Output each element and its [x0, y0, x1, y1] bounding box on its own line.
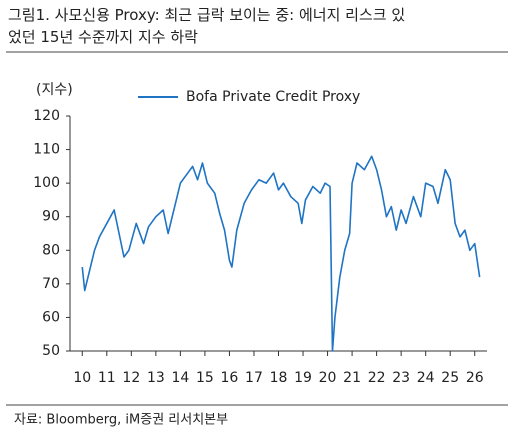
x-tick-label: 22: [368, 370, 386, 386]
y-tick-label: 70: [42, 276, 60, 292]
y-tick-label: 50: [42, 343, 60, 359]
y-tick-label: 60: [42, 309, 60, 325]
x-tick-label: 11: [98, 370, 116, 386]
x-tick-label: 15: [196, 370, 214, 386]
line: [81, 155, 481, 352]
y-tick-label: 90: [42, 209, 60, 225]
y-tick-label: 120: [33, 108, 60, 124]
y-tick-label: 110: [33, 142, 60, 158]
x-tick-label: 21: [343, 370, 361, 386]
x-tick-label: 19: [294, 370, 312, 386]
x-tick-label: 26: [466, 370, 484, 386]
source: 자료: Bloomberg, iM증권 리서치본부: [14, 413, 228, 428]
x-tick-label: 10: [73, 370, 91, 386]
y-tick-label: 80: [42, 242, 60, 258]
chart-title: 그림1. 사모신용 Proxy: 최근 급락 보이는 중: 에너지 리스크 있었…: [8, 6, 406, 46]
x-tick-label: 18: [270, 370, 288, 386]
x-tick-label: 20: [319, 370, 337, 386]
x-tick-label: 16: [221, 370, 239, 386]
x-tick-label: 23: [392, 370, 410, 386]
x-tick-label: 13: [147, 370, 165, 386]
x-tick-label: 24: [417, 370, 435, 386]
y-tick-label: 100: [33, 175, 60, 191]
x-tick-label: 14: [171, 370, 189, 386]
x-tick-label: 25: [441, 370, 459, 386]
x-tick-label: 12: [122, 370, 140, 386]
y-axis-label: (지수): [36, 82, 73, 98]
x-tick-label: 17: [245, 370, 263, 386]
legend-label: Bofa Private Credit Proxy: [186, 89, 360, 105]
